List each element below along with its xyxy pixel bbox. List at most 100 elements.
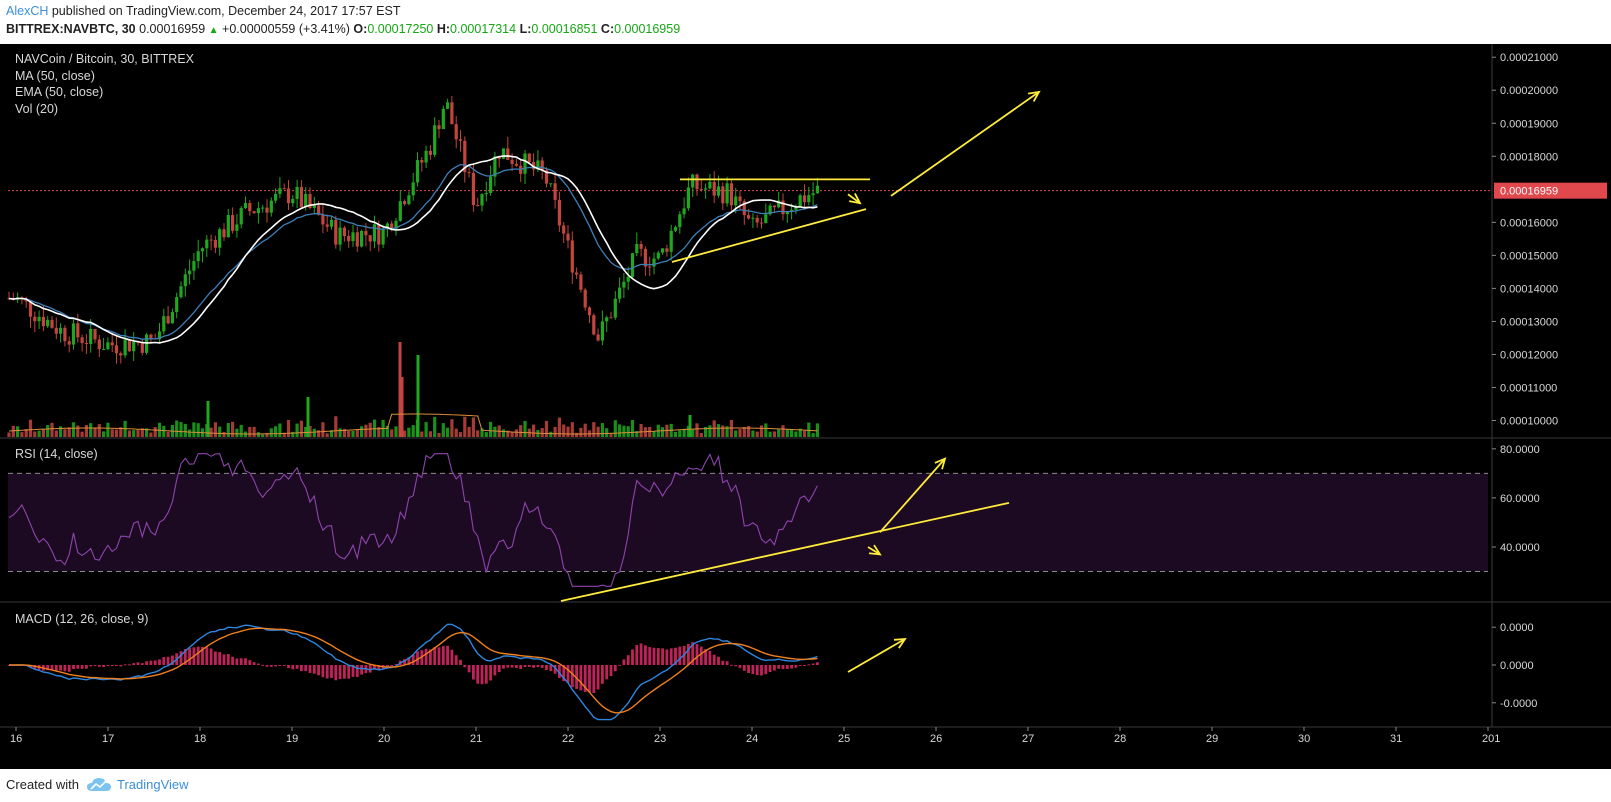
- volume-bar: [231, 421, 235, 437]
- candle-body: [777, 200, 781, 208]
- candle-body: [553, 183, 557, 200]
- volume-bar: [630, 420, 635, 437]
- chart-canvas[interactable]: 0.00021000 0.00020000 0.00019000 0.00018000…: [0, 44, 1611, 769]
- candle-body: [600, 321, 604, 341]
- macd-histogram-bar: [239, 658, 243, 665]
- macd-indicator-label[interactable]: MACD (12, 26, close, 9): [15, 612, 149, 626]
- candle-body: [278, 188, 282, 194]
- volume-bar: [540, 428, 544, 437]
- candle-body: [67, 341, 71, 345]
- volume-bar: [798, 428, 802, 437]
- volume-bar: [570, 422, 574, 437]
- candle-body: [489, 176, 493, 193]
- volume-bar: [37, 430, 41, 437]
- macd-histogram-bar: [515, 665, 518, 668]
- candle-body: [41, 316, 45, 327]
- volume-bar: [71, 422, 76, 437]
- macd-histogram-bar: [355, 665, 359, 678]
- candle-body: [652, 258, 656, 267]
- macd-histogram-bar: [411, 655, 415, 665]
- macd-histogram-bar: [570, 665, 574, 688]
- candle-body: [222, 229, 226, 238]
- volume-bar: [291, 431, 295, 437]
- volume-bar: [299, 420, 303, 437]
- tradingview-cloud-icon[interactable]: [86, 777, 112, 793]
- macd-histogram-bar: [59, 665, 62, 671]
- candle-body: [450, 102, 454, 125]
- candle-body: [798, 195, 802, 208]
- candle-body: [458, 139, 463, 141]
- candle-body: [592, 315, 596, 335]
- candle-body: [562, 225, 566, 234]
- macd-histogram-bar: [110, 665, 114, 666]
- macd-histogram-bar: [601, 665, 604, 684]
- macd-histogram-bar: [691, 642, 695, 665]
- macd-histogram-bar: [368, 665, 372, 673]
- candle-body: [484, 192, 488, 195]
- macd-histogram-bar: [760, 665, 763, 676]
- macd-histogram-bar: [644, 645, 647, 665]
- volume-bar: [673, 431, 678, 437]
- time-tick-label: 24: [746, 733, 758, 745]
- volume-bar: [347, 430, 351, 437]
- volume-bar: [50, 422, 54, 437]
- candle-body: [97, 339, 101, 350]
- candle-body: [742, 201, 746, 216]
- time-tick-label: 17: [102, 733, 114, 745]
- macd-histogram-bar: [145, 661, 148, 665]
- candle-body: [428, 150, 432, 155]
- symbol-label[interactable]: BITTREX:NAVBTC, 30: [6, 22, 136, 36]
- ma-indicator-label[interactable]: MA (50, close): [15, 69, 95, 83]
- volume-bar: [708, 425, 712, 437]
- rsi-indicator-label[interactable]: RSI (14, close): [15, 447, 98, 461]
- candle-body: [188, 270, 192, 275]
- macd-histogram-bar: [123, 664, 127, 666]
- macd-histogram-bar: [652, 647, 656, 665]
- volume-bar: [355, 429, 359, 437]
- candle-body: [467, 172, 471, 174]
- candle-body: [114, 345, 119, 354]
- volume-bar: [411, 425, 415, 437]
- candle-body: [110, 342, 114, 346]
- candle-body: [708, 181, 712, 189]
- chart-area[interactable]: 0.00021000 0.00020000 0.00019000 0.00018000…: [0, 44, 1611, 769]
- macd-histogram-bar: [63, 665, 67, 672]
- volume-spike: [206, 401, 210, 437]
- candle-body: [106, 342, 110, 350]
- macd-histogram-bar: [437, 647, 441, 665]
- last-price-tag: [1494, 182, 1607, 199]
- candle-body: [566, 233, 570, 241]
- ema-indicator-label[interactable]: EMA (50, close): [15, 85, 104, 99]
- candle-body: [725, 183, 729, 204]
- candle-body: [772, 205, 776, 208]
- volume-spike: [306, 397, 310, 437]
- author-link[interactable]: AlexCH: [6, 4, 49, 18]
- volume-bar: [114, 429, 119, 437]
- candle-body: [157, 331, 162, 340]
- volume-ma-line: [8, 413, 818, 435]
- volume-bar: [166, 431, 170, 437]
- time-tick-label: 29: [1206, 733, 1218, 745]
- macd-histogram-bar: [162, 657, 166, 665]
- candle-body: [648, 266, 652, 268]
- candle-body: [213, 239, 217, 248]
- volume-bar: [84, 424, 88, 437]
- volume-bar: [196, 423, 200, 437]
- candle-body: [256, 208, 260, 214]
- main-pane-title[interactable]: NAVCoin / Bitcoin, 30, BITTREX: [15, 52, 194, 66]
- volume-bar: [93, 427, 97, 437]
- volume-bar: [622, 425, 626, 437]
- tradingview-link[interactable]: TradingView: [117, 777, 189, 792]
- candle-body: [643, 248, 647, 267]
- chart-header: AlexCH published on TradingView.com, Dec…: [0, 0, 1611, 44]
- volume-bar: [532, 424, 536, 437]
- volume-bar: [458, 432, 463, 437]
- volume-bar: [106, 422, 110, 437]
- candle-body: [385, 223, 389, 230]
- volume-bar: [136, 429, 140, 437]
- volume-indicator-label[interactable]: Vol (20): [15, 102, 59, 116]
- macd-histogram-bar: [579, 665, 583, 691]
- candle-body: [347, 236, 351, 242]
- macd-histogram-bar: [609, 665, 613, 677]
- candle-body: [738, 196, 742, 202]
